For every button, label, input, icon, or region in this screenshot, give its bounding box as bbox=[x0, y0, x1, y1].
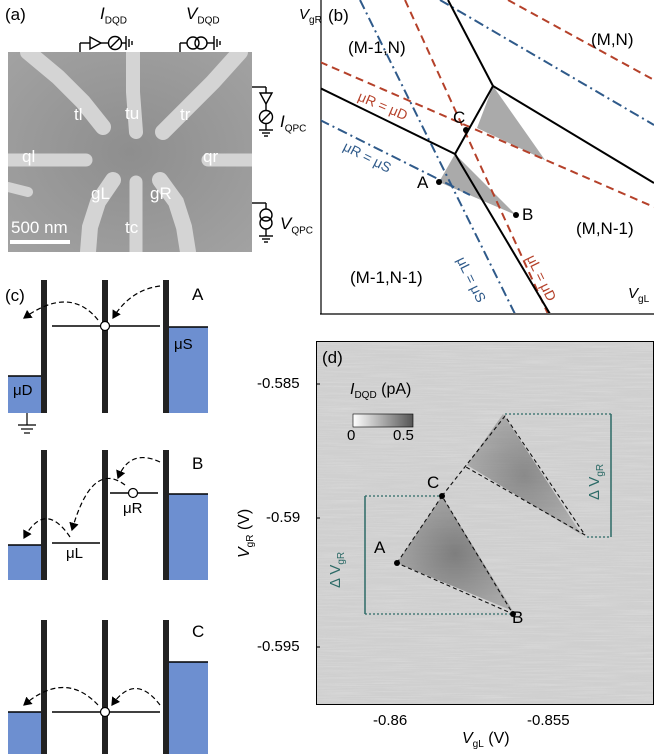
c-state-c: C bbox=[192, 622, 205, 641]
c-mu-s: μS bbox=[174, 336, 193, 353]
v-qpc-label: VQPC bbox=[280, 214, 314, 237]
mu-r-mu-s-line bbox=[321, 119, 471, 196]
region-m-1-n-1: (M-1,N-1) bbox=[350, 268, 423, 287]
gate-qr: qr bbox=[203, 147, 219, 166]
c-state-a: A bbox=[192, 285, 204, 304]
d-label-a: A bbox=[374, 538, 386, 557]
gate-tl: tl bbox=[74, 105, 83, 124]
scale-bar-label: 500 nm bbox=[11, 218, 68, 237]
triangle-upper bbox=[477, 86, 545, 160]
d-label-c: C bbox=[427, 473, 440, 492]
c-mu-l: μL bbox=[66, 545, 83, 562]
gate-tr: tr bbox=[180, 105, 191, 124]
gate-tc: tc bbox=[125, 218, 139, 237]
b-label-b: B bbox=[522, 205, 534, 224]
ytick-2: -0.595 bbox=[257, 638, 300, 655]
gate-pattern bbox=[8, 52, 252, 252]
diagram-c bbox=[8, 620, 208, 754]
b-label-a: A bbox=[417, 173, 429, 192]
b-label-c: C bbox=[453, 108, 466, 127]
gate-gl: gL bbox=[91, 184, 110, 203]
colorbar bbox=[352, 413, 414, 428]
i-qpc-label: IQPC bbox=[280, 112, 307, 135]
y-tick-marks bbox=[316, 383, 320, 648]
b-point-c bbox=[463, 127, 469, 133]
region-m-n: (M,N) bbox=[591, 30, 634, 49]
region-m-n-1: (M,N-1) bbox=[576, 219, 634, 238]
energy-diagrams bbox=[8, 280, 208, 754]
gate-tu: tu bbox=[125, 104, 140, 123]
d-label-b: B bbox=[512, 608, 524, 627]
blue-upper-right bbox=[439, 0, 654, 126]
scale-bar bbox=[10, 240, 70, 244]
region-m-1-n: (M-1,N) bbox=[348, 38, 406, 57]
b-point-b bbox=[513, 212, 519, 218]
gate-ql: ql bbox=[22, 147, 36, 166]
c-state-b: B bbox=[192, 454, 204, 473]
triangle-lower bbox=[439, 154, 516, 215]
mu-l-mu-s-line bbox=[359, 0, 516, 313]
circuit-drawing bbox=[79, 35, 274, 243]
heatmap-triangle-lower bbox=[397, 496, 513, 611]
i-dqd-label: IDQD bbox=[100, 4, 127, 27]
heatmap-triangle-upper bbox=[467, 414, 582, 535]
panel-d-label: (d) bbox=[322, 348, 343, 367]
diagram-a bbox=[8, 280, 208, 434]
colorbar-title: IDQD (pA) bbox=[350, 381, 412, 402]
b-point-a bbox=[436, 179, 442, 185]
xtick-1: -0.855 bbox=[527, 712, 570, 729]
d-y-axis-label: VgR (V) bbox=[236, 508, 257, 558]
colorbar-tick-0: 0 bbox=[347, 427, 356, 444]
xtick-0: -0.86 bbox=[373, 712, 408, 729]
diagram-b bbox=[8, 450, 208, 580]
sem-image: tl tu tr ql qr gL gR tc 500 nm bbox=[8, 52, 252, 252]
b-y-axis-label: VgR bbox=[299, 6, 322, 26]
panel-b-label: (b) bbox=[328, 6, 349, 25]
c-mu-r: μR bbox=[123, 500, 143, 517]
heatmap-plot bbox=[316, 341, 654, 705]
ytick-0: -0.585 bbox=[257, 375, 300, 392]
delta-vgr-lower: Δ VgR bbox=[327, 551, 347, 588]
mu-r-mu-d-line bbox=[321, 61, 654, 208]
red-upper-right bbox=[507, 0, 654, 81]
c-mu-d: μD bbox=[13, 382, 33, 399]
panel-c-label: (c) bbox=[5, 286, 25, 305]
delta-vgr-upper: Δ VgR bbox=[586, 463, 606, 500]
b-x-axis-label: VgL bbox=[628, 285, 650, 305]
stability-diagram bbox=[320, 0, 654, 315]
d-x-axis-label: VgL (V) bbox=[462, 730, 510, 751]
mu-l-mu-d-line bbox=[404, 0, 549, 313]
v-dqd-label: VDQD bbox=[186, 4, 220, 27]
gate-gr: gR bbox=[150, 184, 172, 203]
colorbar-tick-05: 0.5 bbox=[393, 427, 414, 444]
heatmap-canvas bbox=[317, 342, 653, 704]
ytick-1: -0.59 bbox=[266, 509, 301, 526]
panel-a-label: (a) bbox=[5, 5, 26, 24]
